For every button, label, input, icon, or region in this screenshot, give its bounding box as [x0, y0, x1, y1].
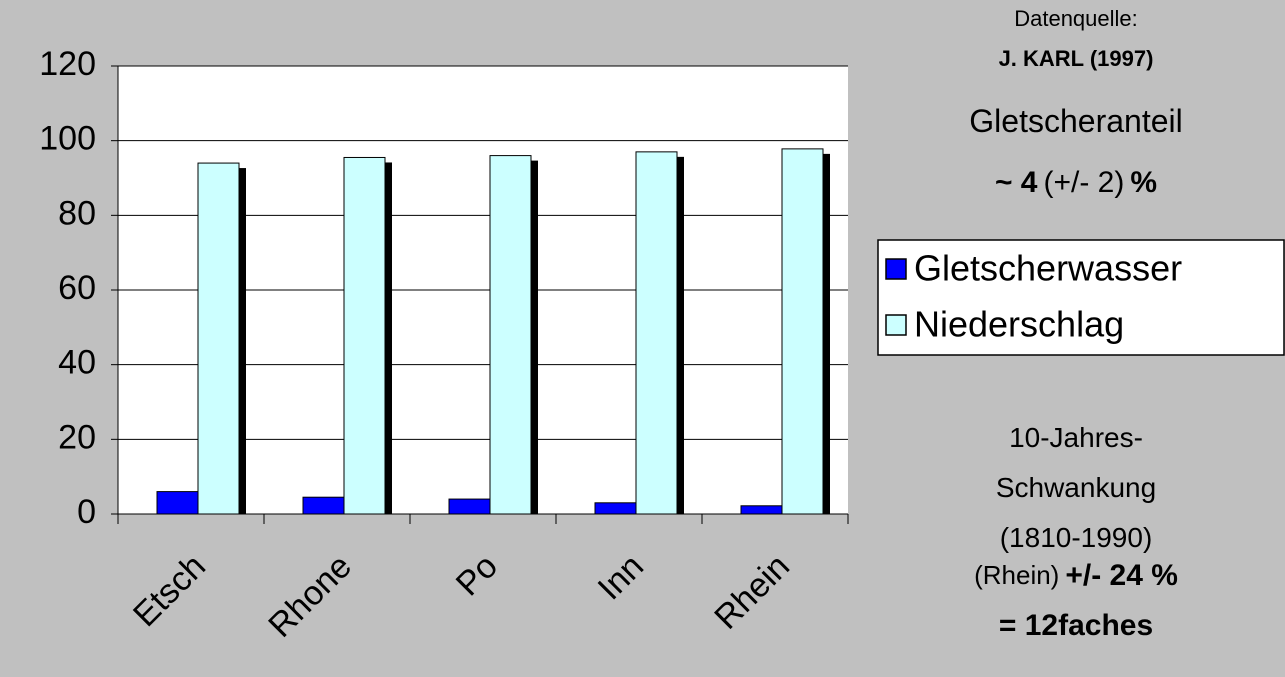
bar	[594, 502, 637, 515]
legend-label: Gletscherwasser	[914, 248, 1182, 289]
bar	[197, 162, 240, 515]
bar	[781, 148, 824, 515]
annotation-part: %	[1130, 166, 1157, 199]
annotation: 10-Jahres-	[1009, 422, 1143, 453]
legend-swatch	[885, 258, 907, 280]
annotation-part: +/- 24 %	[1065, 559, 1178, 592]
y-tick-label: 80	[58, 194, 96, 232]
bar	[740, 505, 783, 515]
bar	[302, 496, 345, 515]
y-tick-label: 120	[39, 45, 96, 83]
legend-label: Niederschlag	[914, 304, 1124, 345]
annotation-part: J. KARL (1997)	[999, 46, 1154, 71]
y-tick-label: 0	[77, 493, 96, 531]
annotation-part: Datenquelle:	[1014, 6, 1138, 31]
annotation: Gletscheranteil	[969, 103, 1182, 139]
bar	[343, 156, 386, 515]
annotation-part: (Rhein)	[974, 560, 1059, 590]
bar	[156, 491, 199, 515]
annotation: J. KARL (1997)	[999, 46, 1154, 71]
annotation-part: Schwankung	[996, 472, 1156, 503]
y-tick-label: 20	[58, 418, 96, 456]
y-tick-label: 100	[39, 120, 96, 158]
annotation-part: (1810-1990)	[1000, 522, 1153, 553]
annotation: Datenquelle:	[1014, 6, 1138, 31]
annotation: (1810-1990)	[1000, 522, 1153, 553]
annotation: ~ 4 (+/- 2)%	[995, 166, 1157, 199]
y-tick-label: 40	[58, 344, 96, 382]
legend-swatch	[885, 314, 907, 336]
annotation: = 12faches	[999, 609, 1153, 642]
annotation: (Rhein) +/- 24 %	[974, 559, 1178, 592]
annotation-part: (+/- 2)	[1044, 166, 1125, 199]
bar	[448, 498, 491, 515]
annotation-part: ~ 4	[995, 166, 1038, 199]
legend-box	[877, 239, 1285, 356]
bar	[489, 155, 532, 515]
y-tick-label: 60	[58, 269, 96, 307]
annotation: Schwankung	[996, 472, 1156, 503]
annotation-part: = 12faches	[999, 609, 1153, 642]
bar	[635, 151, 678, 515]
annotation-part: 10-Jahres-	[1009, 422, 1143, 453]
annotation-part: Gletscheranteil	[969, 103, 1182, 139]
